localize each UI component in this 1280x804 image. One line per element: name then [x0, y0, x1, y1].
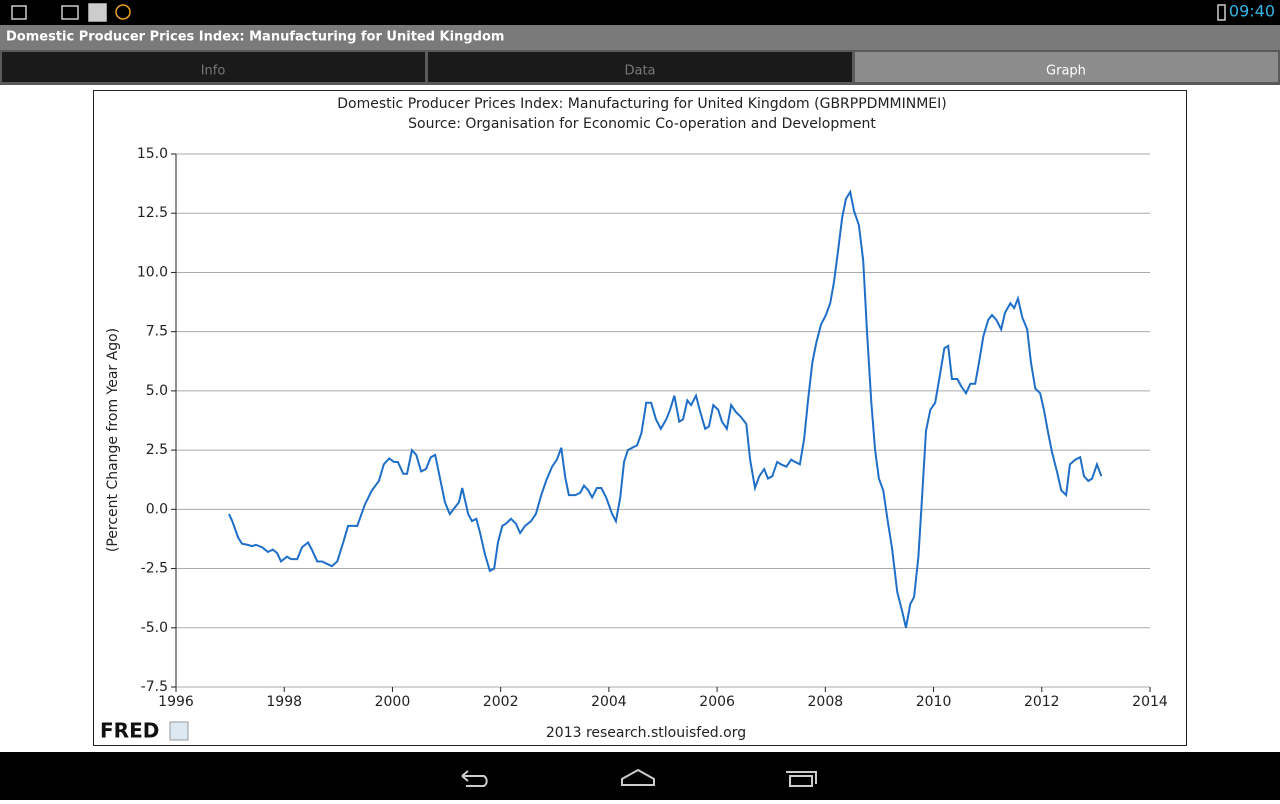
- nav-icons: [461, 768, 817, 787]
- x-tick-label: 2000: [375, 694, 411, 710]
- tab[interactable]: [428, 52, 852, 82]
- plot: -7.5 -5.0 -2.5 0.0 2.5 5.0 7.5 10.0 12.5 15.0 1996…: [137, 146, 1168, 710]
- chart-frame: [93, 90, 1187, 746]
- home-button[interactable]: [621, 768, 655, 786]
- y-tick-label: 10.0: [137, 264, 168, 280]
- tab-selected[interactable]: [855, 52, 1278, 82]
- x-tick-label: 1996: [158, 694, 194, 710]
- data-line: [228, 189, 1103, 629]
- app-title: Domestic Producer Prices Index: Manufact…: [6, 30, 504, 45]
- recents-button[interactable]: [786, 771, 817, 787]
- title-bar: [0, 25, 1280, 50]
- footer: 2013 research.stlouisfed.org: [546, 725, 746, 741]
- x-tick-label: 2006: [699, 694, 735, 710]
- clock: 09:40: [1229, 2, 1275, 21]
- x-tick-label: 2010: [916, 694, 952, 710]
- logo: FRED: [100, 719, 159, 743]
- x-tick-label: 2002: [483, 694, 519, 710]
- status-bar: [0, 0, 1280, 25]
- y-tick-label: 7.5: [146, 324, 168, 340]
- x-tick-label: 2012: [1024, 694, 1060, 710]
- tab-label[interactable]: Info: [201, 64, 226, 79]
- chart-title: Domestic Producer Prices Index: Manufact…: [337, 96, 946, 112]
- status-icons: [11, 3, 1226, 22]
- x-tick-label: 1998: [266, 694, 302, 710]
- y-axis-label: (Percent Change from Year Ago): [105, 328, 121, 552]
- nav-bar: [0, 752, 1280, 800]
- tab-label[interactable]: Data: [624, 64, 655, 79]
- x-tick-label: 2014: [1132, 694, 1168, 710]
- y-tick-label: 0.0: [146, 501, 168, 517]
- chart-subtitle: Source: Organisation for Economic Co-ope…: [408, 116, 876, 132]
- y-tick-label: 15.0: [137, 146, 168, 162]
- y-tick-label: 2.5: [146, 442, 168, 458]
- y-tick-label: -5.0: [141, 620, 168, 636]
- back-button[interactable]: [461, 770, 488, 787]
- y-tick-label: 12.5: [137, 205, 168, 221]
- y-tick-label: -7.5: [141, 679, 168, 695]
- logo-icon: [169, 721, 189, 741]
- x-tick-label: 2004: [591, 694, 627, 710]
- tab-label[interactable]: Graph: [1046, 64, 1086, 79]
- y-tick-label: 5.0: [146, 383, 168, 399]
- tab[interactable]: [2, 52, 425, 82]
- x-tick-label: 2008: [808, 694, 844, 710]
- y-tick-label: -2.5: [141, 561, 168, 577]
